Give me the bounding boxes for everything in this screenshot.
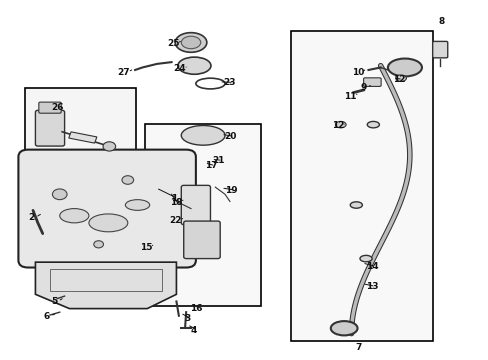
Ellipse shape [125, 200, 149, 210]
Bar [25, 88, 135, 163]
Bar [144, 123, 260, 306]
Circle shape [52, 189, 67, 200]
Ellipse shape [89, 214, 127, 232]
Ellipse shape [366, 121, 379, 128]
Bar [69, 132, 97, 143]
Text: 18: 18 [170, 198, 183, 207]
Ellipse shape [181, 36, 201, 49]
Text: 3: 3 [183, 314, 190, 323]
Text: 14: 14 [365, 262, 377, 271]
Ellipse shape [395, 75, 406, 81]
Text: 11: 11 [344, 91, 356, 100]
Text: 26: 26 [51, 103, 63, 112]
Ellipse shape [175, 33, 206, 52]
Text: 9: 9 [360, 83, 366, 92]
Text: 27: 27 [117, 68, 130, 77]
Text: 21: 21 [212, 156, 224, 165]
Text: 13: 13 [365, 282, 377, 291]
Text: 1: 1 [170, 194, 177, 203]
FancyBboxPatch shape [39, 102, 61, 113]
Text: 8: 8 [437, 17, 444, 26]
Text: 19: 19 [224, 185, 237, 194]
Circle shape [94, 241, 103, 248]
Text: 23: 23 [223, 78, 236, 87]
Text: 4: 4 [190, 325, 197, 334]
Ellipse shape [349, 202, 362, 208]
FancyBboxPatch shape [183, 221, 220, 258]
Ellipse shape [330, 321, 357, 336]
Text: 20: 20 [224, 132, 237, 141]
Text: 12: 12 [392, 75, 405, 84]
Text: 7: 7 [355, 343, 361, 352]
Text: 10: 10 [351, 68, 363, 77]
Bar [290, 31, 432, 342]
Ellipse shape [181, 126, 224, 145]
Circle shape [122, 176, 133, 184]
Text: 17: 17 [204, 161, 217, 170]
FancyBboxPatch shape [363, 78, 380, 86]
Text: 15: 15 [140, 243, 152, 252]
FancyBboxPatch shape [35, 111, 64, 146]
FancyBboxPatch shape [19, 150, 196, 267]
Ellipse shape [178, 57, 210, 74]
Ellipse shape [359, 255, 371, 262]
Ellipse shape [60, 208, 89, 223]
Text: 25: 25 [166, 39, 179, 48]
Text: 22: 22 [169, 216, 182, 225]
Text: 5: 5 [51, 297, 57, 306]
Circle shape [103, 142, 116, 151]
FancyBboxPatch shape [181, 185, 210, 225]
FancyBboxPatch shape [432, 41, 447, 58]
Polygon shape [35, 262, 176, 309]
Ellipse shape [335, 121, 346, 128]
Ellipse shape [387, 59, 421, 76]
Text: 6: 6 [43, 312, 50, 321]
Text: 16: 16 [189, 304, 202, 313]
Text: 2: 2 [28, 213, 35, 222]
Text: 24: 24 [173, 64, 186, 73]
Text: 12: 12 [331, 121, 344, 130]
